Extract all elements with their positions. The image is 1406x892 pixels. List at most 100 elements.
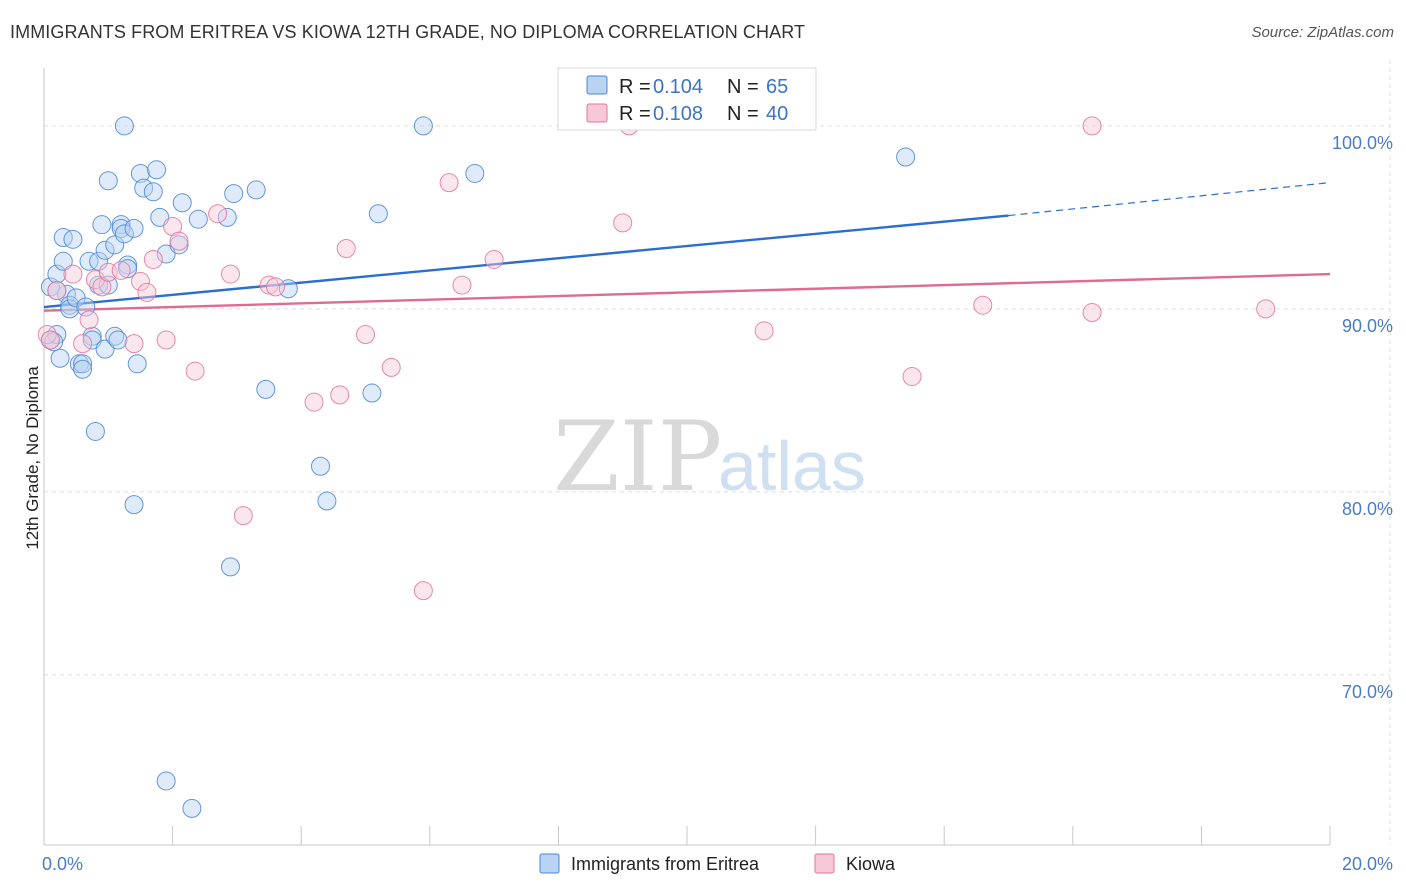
- point-eritrea-50: [217, 207, 237, 227]
- point-kiowa-31: [484, 249, 504, 269]
- point-kiowa-20: [233, 506, 253, 526]
- point-kiowa-0: [37, 324, 57, 344]
- point-kiowa-14: [156, 330, 176, 350]
- legend-r-value-1: 0.104: [653, 76, 703, 98]
- watermark-zip: ZIP: [553, 401, 722, 513]
- point-eritrea-35: [118, 259, 138, 279]
- point-kiowa-39: [1256, 299, 1276, 319]
- trend-line-eritrea: [43, 214, 1009, 309]
- bottom-legend-swatch-eritrea: [539, 853, 560, 874]
- point-kiowa-22: [265, 277, 285, 297]
- legend-box: R = 0.104 N = 65 R = 0.108 N = 40: [557, 67, 817, 131]
- point-kiowa-3: [63, 264, 83, 284]
- point-kiowa-37: [1082, 116, 1102, 136]
- point-kiowa-9: [111, 260, 131, 280]
- point-eritrea-15: [76, 297, 96, 317]
- point-eritrea-18: [82, 330, 102, 350]
- point-eritrea-54: [256, 379, 276, 399]
- point-eritrea-43: [150, 207, 170, 227]
- point-eritrea-57: [317, 491, 337, 511]
- point-eritrea-44: [156, 244, 176, 264]
- legend-n-label-2: N =: [727, 103, 759, 125]
- point-kiowa-2: [47, 281, 67, 301]
- point-eritrea-41: [143, 182, 163, 202]
- point-eritrea-51: [220, 557, 240, 577]
- point-kiowa-19: [220, 264, 240, 284]
- point-eritrea-24: [95, 339, 115, 359]
- point-eritrea-21: [89, 275, 109, 295]
- point-kiowa-32: [613, 213, 633, 233]
- point-eritrea-6: [50, 348, 70, 368]
- point-eritrea-62: [896, 147, 916, 167]
- point-kiowa-5: [79, 310, 99, 330]
- point-eritrea-25: [98, 171, 118, 191]
- point-eritrea-39: [130, 163, 150, 183]
- point-eritrea-47: [172, 193, 192, 213]
- point-kiowa-1: [40, 330, 60, 350]
- point-eritrea-32: [114, 116, 134, 136]
- point-eritrea-56: [310, 456, 330, 476]
- point-eritrea-9: [60, 299, 80, 319]
- point-kiowa-16: [169, 231, 189, 251]
- point-eritrea-28: [105, 326, 125, 346]
- point-kiowa-11: [130, 271, 150, 291]
- point-kiowa-36: [973, 295, 993, 315]
- point-eritrea-53: [246, 180, 266, 200]
- bottom-legend-label-kiowa: Kiowa: [846, 854, 896, 874]
- point-eritrea-42: [147, 160, 167, 180]
- point-eritrea-7: [57, 284, 77, 304]
- point-kiowa-35: [902, 367, 922, 387]
- point-eritrea-48: [182, 798, 202, 818]
- bottom-legend-label-eritrea: Immigrants from Eritrea: [571, 854, 760, 874]
- point-eritrea-16: [79, 251, 99, 271]
- point-kiowa-27: [381, 357, 401, 377]
- trend-line-kiowa: [43, 272, 1331, 312]
- point-eritrea-13: [73, 354, 93, 374]
- point-eritrea-22: [92, 215, 112, 235]
- x-tick-label-0: 0.0%: [42, 854, 83, 874]
- point-eritrea-27: [105, 235, 125, 255]
- chart-title: IMMIGRANTS FROM ERITREA VS KIOWA 12TH GR…: [10, 22, 806, 42]
- point-eritrea-36: [124, 218, 144, 238]
- point-eritrea-63: [44, 332, 64, 352]
- point-eritrea-33: [114, 224, 134, 244]
- bottom-legend: Immigrants from Eritrea Kiowa: [539, 853, 896, 874]
- point-kiowa-38: [1082, 303, 1102, 323]
- y-tick-label-1: 90.0%: [1342, 316, 1393, 336]
- point-eritrea-61: [465, 163, 485, 183]
- point-eritrea-45: [156, 771, 176, 791]
- point-kiowa-24: [330, 385, 350, 405]
- y-tick-label-2: 80.0%: [1342, 499, 1393, 519]
- legend-n-label-1: N =: [727, 76, 759, 98]
- watermark-atlas: atlas: [718, 427, 866, 505]
- bottom-legend-swatch-kiowa: [814, 853, 835, 874]
- point-kiowa-25: [336, 238, 356, 258]
- axes: [43, 68, 1331, 846]
- point-eritrea-19: [85, 421, 105, 441]
- point-kiowa-18: [208, 204, 228, 224]
- point-eritrea-37: [124, 495, 144, 515]
- point-kiowa-21: [259, 275, 279, 295]
- trend-line-extension-eritrea: [1008, 182, 1331, 217]
- data-points: [37, 116, 1276, 818]
- point-eritrea-58: [362, 383, 382, 403]
- point-eritrea-60: [413, 116, 433, 136]
- x-tick-label-1: 20.0%: [1342, 854, 1393, 874]
- point-kiowa-28: [413, 581, 433, 601]
- point-eritrea-49: [188, 209, 208, 229]
- point-eritrea-5: [53, 227, 73, 247]
- point-eritrea-38: [127, 354, 147, 374]
- legend-r-label-2: R =: [619, 103, 651, 125]
- point-eritrea-10: [63, 229, 83, 249]
- point-kiowa-17: [185, 361, 205, 381]
- point-eritrea-20: [89, 251, 109, 271]
- point-eritrea-14: [73, 359, 93, 379]
- point-kiowa-23: [304, 392, 324, 412]
- point-kiowa-34: [754, 321, 774, 341]
- point-kiowa-29: [439, 173, 459, 193]
- point-eritrea-52: [224, 184, 244, 204]
- legend-n-value-2: 40: [766, 103, 788, 125]
- legend-swatch-eritrea: [586, 75, 608, 95]
- point-kiowa-4: [73, 334, 93, 354]
